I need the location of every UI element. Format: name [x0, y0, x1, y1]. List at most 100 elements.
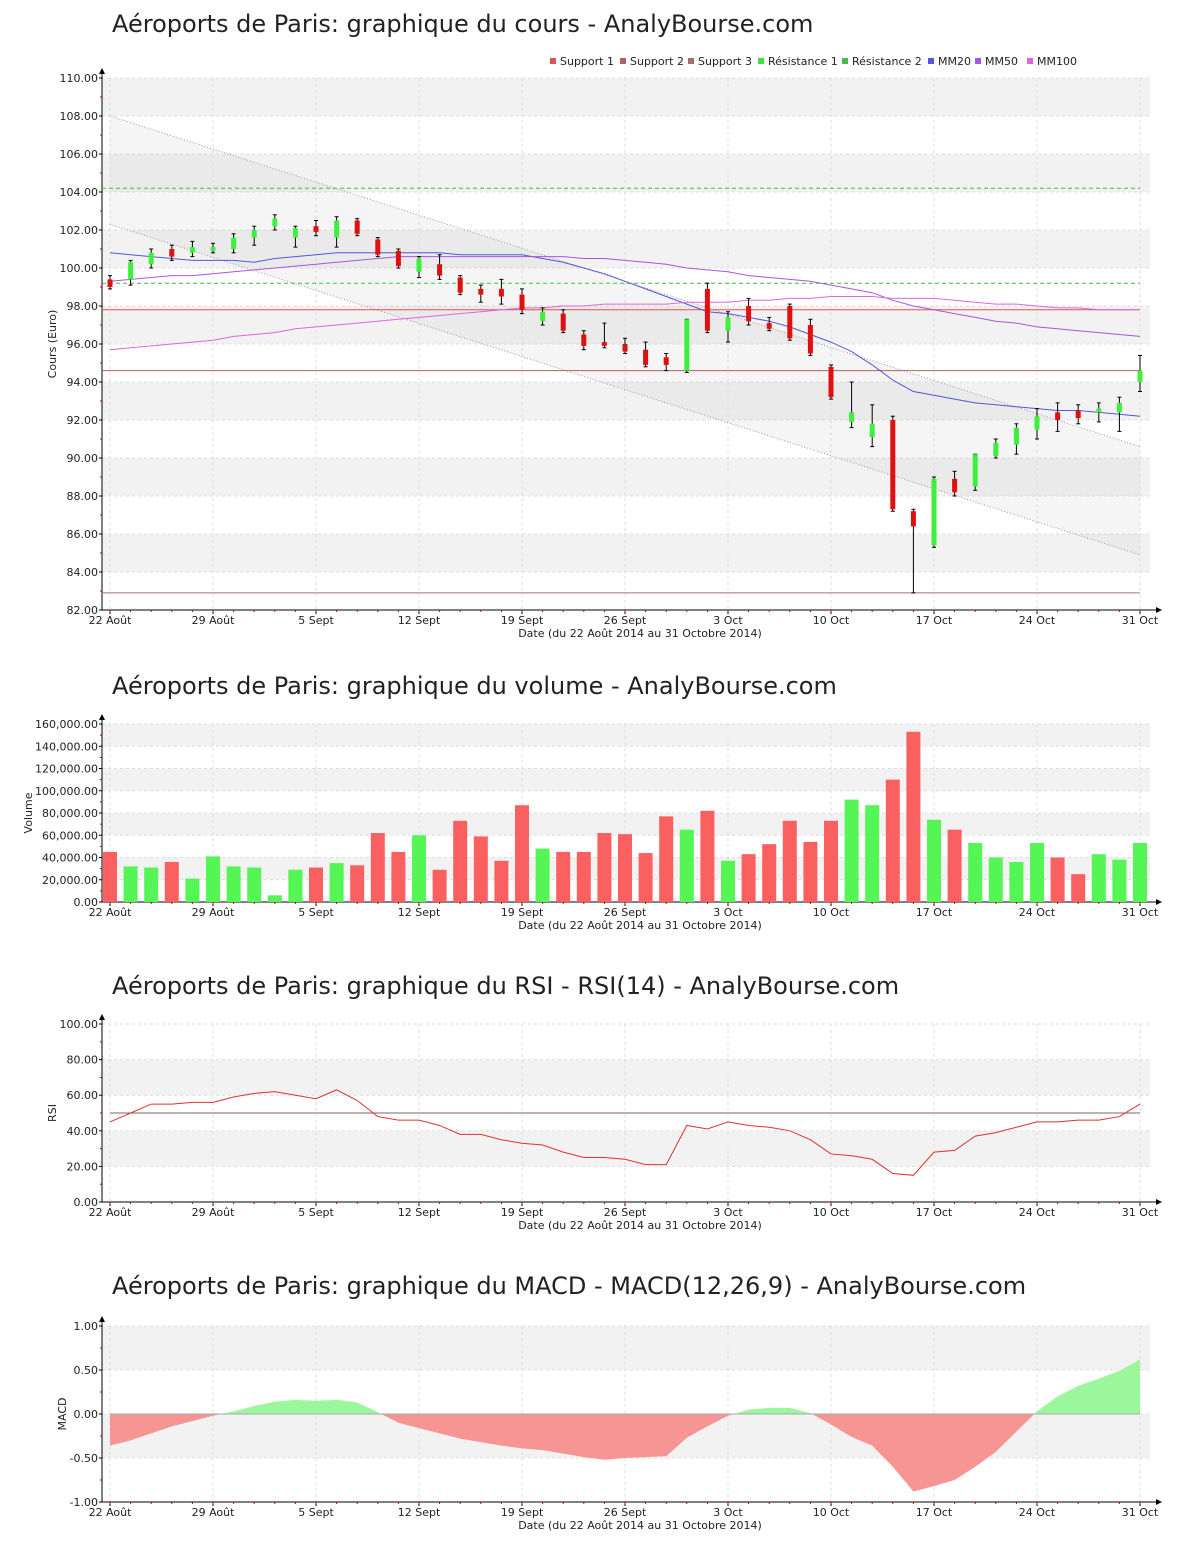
candle	[498, 278, 504, 305]
candle-body	[931, 478, 937, 546]
y-tick-label: 102.00	[60, 224, 99, 237]
price-chart: 82.00 84.00 86.00 88.00 90.00 92.00 94.00 96.00…	[46, 55, 1162, 640]
candle-body	[643, 349, 649, 365]
candle	[972, 453, 978, 491]
volume-bar	[453, 820, 468, 902]
candle-body	[498, 288, 504, 297]
candle	[663, 353, 669, 372]
candle	[395, 248, 401, 269]
grid-band	[102, 306, 1150, 344]
legend-swatch	[842, 58, 848, 64]
x-tick-label: 5 Sept	[298, 1506, 334, 1519]
candle-body	[972, 454, 978, 487]
x-tick-label: 19 Sept	[501, 1506, 544, 1519]
candle-body	[189, 247, 195, 253]
candle-body	[910, 511, 916, 527]
candle	[1034, 408, 1040, 440]
macd-chart-panel: Aéroports de Paris: graphique du MACD - …	[0, 1272, 1200, 1534]
candle	[890, 415, 896, 512]
candle	[581, 330, 587, 351]
candle	[993, 438, 999, 459]
legend-label: Résistance 1	[768, 55, 838, 68]
candle	[807, 318, 813, 356]
x-tick-label: 5 Sept	[298, 906, 334, 919]
price-chart-panel: Aéroports de Paris: graphique du cours -…	[0, 10, 1200, 640]
volume-bar	[1030, 843, 1044, 902]
y-tick-label: 100,000.00	[35, 785, 98, 798]
candle	[251, 225, 257, 246]
candle	[910, 508, 916, 594]
x-axis-title: Date (du 22 Août 2014 au 31 Octobre 2014…	[518, 627, 762, 640]
x-tick-label: 3 Oct	[713, 906, 743, 919]
candle	[746, 297, 752, 326]
x-tick-label: 26 Sept	[604, 1506, 647, 1519]
candle	[952, 470, 958, 497]
legend-swatch	[975, 58, 981, 64]
volume-chart: 0.00 20,000.00 40,000.00 60,000.00 80,000.00…	[22, 714, 1162, 932]
candle	[643, 341, 649, 368]
volume-bar	[309, 867, 323, 902]
y-tick-label: -1.00	[70, 1496, 98, 1509]
candle	[869, 404, 875, 448]
x-axis-arrow	[1156, 899, 1162, 905]
y-tick-label: 140,000.00	[35, 740, 98, 753]
x-axis-title: Date (du 22 Août 2014 au 31 Octobre 2014…	[518, 1219, 762, 1232]
x-axis-arrow	[1156, 1499, 1162, 1505]
y-tick-label: 100.00	[60, 1018, 99, 1031]
x-tick-label: 29 Août	[192, 614, 236, 627]
volume-bar	[618, 834, 632, 902]
price-chart-title: Aéroports de Paris: graphique du cours -…	[112, 10, 814, 38]
candle	[313, 220, 319, 237]
volume-bar	[597, 833, 612, 902]
grid-band	[102, 1059, 1150, 1096]
candle-body	[395, 250, 401, 267]
x-tick-label: 19 Sept	[501, 1206, 544, 1219]
macd-area-positive	[1034, 1359, 1140, 1414]
candle-body	[375, 239, 381, 255]
volume-bar	[556, 851, 571, 902]
x-axis-title: Date (du 22 Août 2014 au 31 Octobre 2014…	[518, 919, 762, 932]
x-tick-label: 24 Oct	[1019, 906, 1056, 919]
candle-body	[828, 366, 834, 398]
candle	[931, 476, 937, 548]
candle-body	[416, 258, 422, 272]
x-tick-label: 12 Sept	[398, 614, 441, 627]
candle-body	[251, 230, 257, 238]
volume-bar	[968, 843, 983, 902]
volume-bar	[247, 867, 262, 902]
y-tick-label: 0.50	[74, 1364, 99, 1377]
volume-bar	[782, 820, 797, 902]
y-tick-label: 110.00	[60, 72, 99, 85]
candle	[828, 364, 834, 400]
volume-bar	[824, 820, 838, 902]
y-axis-arrow	[99, 714, 105, 720]
volume-bar	[679, 829, 694, 902]
line-mm20	[109, 252, 1141, 417]
volume-bar	[700, 810, 715, 902]
candle-body	[354, 220, 360, 234]
candle-body	[622, 344, 628, 352]
rsi-chart-panel: Aéroports de Paris: graphique du RSI - R…	[0, 972, 1200, 1234]
y-tick-label: 120,000.00	[35, 763, 98, 776]
x-tick-label: 17 Oct	[916, 906, 953, 919]
macd-area-positive	[221, 1399, 382, 1414]
candle-body	[849, 412, 855, 422]
candle	[1137, 354, 1143, 392]
y-axis-arrow	[99, 68, 105, 74]
y-tick-label: 100.00	[60, 262, 99, 275]
x-tick-label: 26 Sept	[604, 614, 647, 627]
candle	[1096, 402, 1102, 423]
x-axis-arrow	[1156, 607, 1162, 613]
x-axis-arrow	[1156, 1199, 1162, 1205]
candle	[169, 244, 175, 261]
candle-body	[272, 218, 278, 227]
x-tick-label: 31 Oct	[1122, 614, 1159, 627]
y-tick-label: 80.00	[67, 1054, 99, 1067]
x-tick-label: 29 Août	[192, 906, 236, 919]
candle	[787, 303, 793, 341]
legend-label: Support 3	[698, 55, 752, 68]
candle	[437, 254, 443, 280]
volume-bar	[370, 833, 385, 902]
volume-bar	[432, 869, 447, 902]
candle	[272, 214, 278, 231]
